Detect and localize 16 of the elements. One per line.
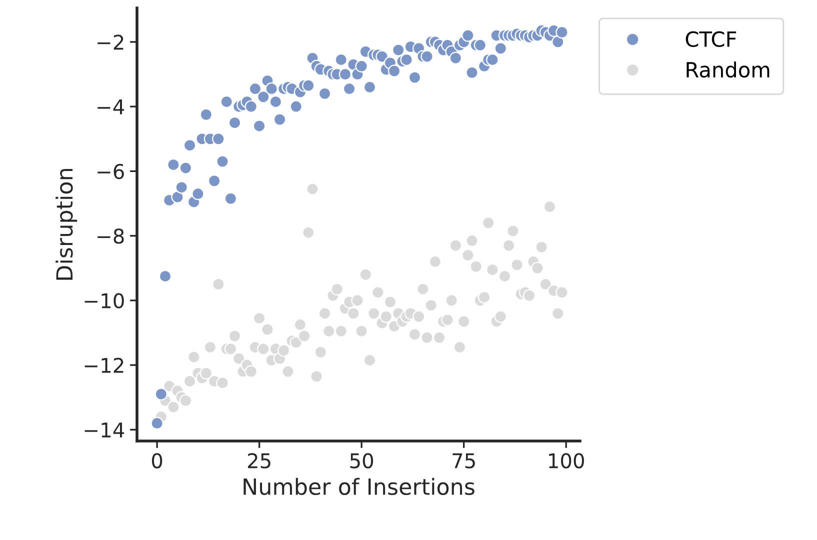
y-tick-label: −14 [84,422,124,438]
y-axis-title: Disruption [56,169,78,280]
legend-label: CTCF [686,31,736,48]
x-tick-label: 0 [152,453,162,468]
y-tick-label: −12 [84,358,124,373]
y-tick-label: −10 [84,293,124,308]
x-tick-label: 25 [248,453,270,468]
y-tick-label: −8 [98,228,124,244]
x-tick-label: 50 [350,453,374,468]
legend-label: Random [686,61,770,78]
x-tick-label: 100 [549,453,584,468]
y-tick-label: −4 [98,100,124,114]
x-axis-title: Number of Insertions [244,478,474,496]
y-tick-label: −6 [98,164,124,180]
x-tick-label: 75 [452,453,475,468]
y-tick-label: −2 [98,34,124,50]
